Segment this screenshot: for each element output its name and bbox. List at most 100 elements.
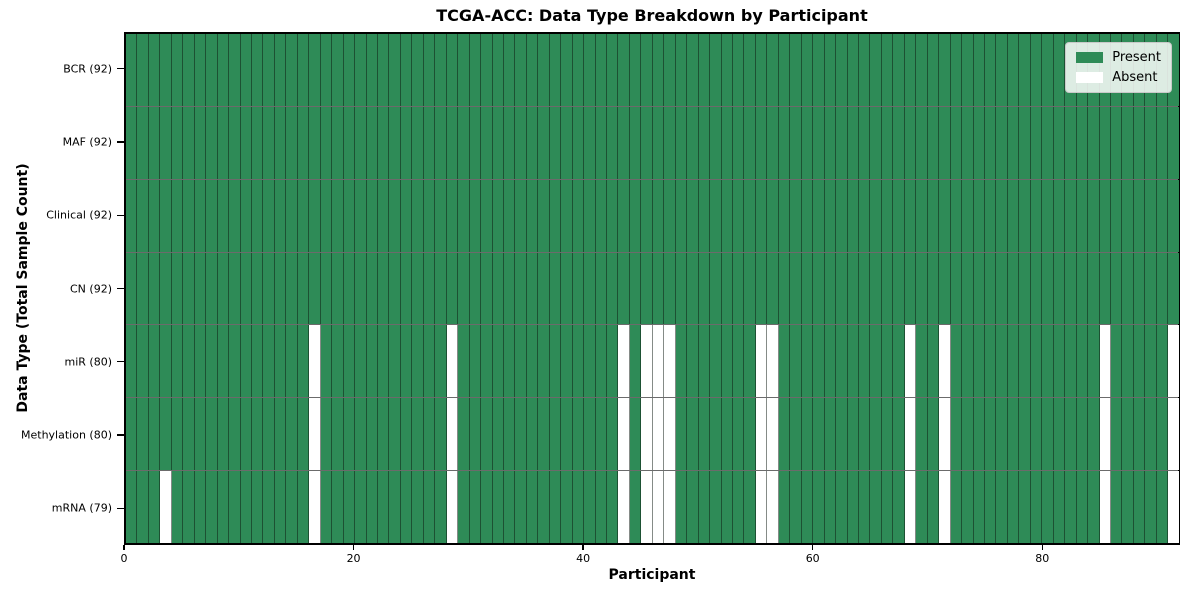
heatmap-cell <box>1156 106 1169 179</box>
heatmap-cell <box>366 398 378 471</box>
heatmap-cell <box>996 471 1008 544</box>
heatmap-cell <box>297 471 310 544</box>
heatmap-cell <box>824 471 837 544</box>
heatmap-cell <box>229 106 241 179</box>
heatmap-cell <box>194 106 207 179</box>
heatmap-cell <box>687 325 699 398</box>
heatmap-cell <box>458 471 470 544</box>
heatmap-cell <box>229 252 241 325</box>
y-tick-label: Clinical (92) <box>46 208 112 222</box>
heatmap-cell <box>251 325 264 398</box>
heatmap-cell <box>893 106 905 179</box>
heatmap-cell <box>343 106 356 179</box>
heatmap-cell <box>698 471 711 544</box>
heatmap-cell <box>755 471 768 544</box>
heatmap-cell <box>778 325 791 398</box>
heatmap-cell <box>515 398 527 471</box>
heatmap-cell <box>389 179 401 252</box>
heatmap-cell <box>607 252 619 325</box>
heatmap-cell <box>320 471 333 544</box>
heatmap-cell <box>836 179 848 252</box>
heatmap-cell <box>572 179 585 252</box>
heatmap-cell <box>710 106 722 179</box>
heatmap-cell <box>148 252 161 325</box>
heatmap-cell <box>618 252 630 325</box>
heatmap-cell <box>148 398 161 471</box>
heatmap-cell <box>881 398 894 471</box>
heatmap-cell <box>561 34 573 106</box>
heatmap-cell <box>572 34 585 106</box>
heatmap-cell <box>446 106 459 179</box>
heatmap-cell <box>1076 398 1089 471</box>
heatmap-cell <box>137 34 149 106</box>
heatmap-cell <box>996 398 1008 471</box>
heatmap-cell <box>1007 325 1020 398</box>
heatmap-cell <box>927 325 940 398</box>
heatmap-cell <box>412 106 424 179</box>
heatmap-cell <box>309 106 321 179</box>
heatmap-cell <box>733 398 745 471</box>
heatmap-cell <box>343 398 356 471</box>
heatmap-cell <box>801 252 814 325</box>
heatmap-cell <box>1168 398 1179 471</box>
heatmap-cell <box>389 252 401 325</box>
plot-area: Present Absent <box>124 32 1180 545</box>
heatmap-cell <box>446 252 459 325</box>
heatmap-cell <box>1042 325 1054 398</box>
heatmap-cell <box>412 252 424 325</box>
heatmap-cell <box>1168 471 1179 544</box>
heatmap-cell <box>538 325 550 398</box>
heatmap-cell <box>813 325 825 398</box>
heatmap-cell <box>973 252 985 325</box>
heatmap-cell <box>503 252 516 325</box>
heatmap-cell <box>939 106 951 179</box>
y-tick-label: Methylation (80) <box>21 428 112 442</box>
heatmap-cell <box>939 398 951 471</box>
heatmap-cell <box>778 34 791 106</box>
y-tick-label: CN (92) <box>70 282 112 295</box>
heatmap-cell <box>217 471 230 544</box>
x-tick-mark <box>582 545 584 550</box>
heatmap-cell <box>710 252 722 325</box>
heatmap-cell <box>916 179 928 252</box>
x-tick-label: 40 <box>576 552 591 565</box>
heatmap-cell <box>1053 106 1066 179</box>
heatmap-cell <box>962 106 974 179</box>
heatmap-cell <box>595 471 608 544</box>
legend-swatch-present-icon <box>1076 52 1104 63</box>
heatmap-cell <box>629 252 642 325</box>
heatmap-cell <box>515 179 527 252</box>
y-tick-mark <box>117 67 124 70</box>
heatmap-cell <box>595 106 608 179</box>
heatmap-cell <box>458 252 470 325</box>
heatmap-cell <box>973 398 985 471</box>
heatmap-cell <box>171 106 184 179</box>
heatmap-cell <box>572 325 585 398</box>
heatmap-cell <box>859 106 871 179</box>
heatmap-cell <box>538 106 550 179</box>
heatmap-cell <box>778 252 791 325</box>
legend-item-absent: Absent <box>1076 71 1161 84</box>
x-axis-label: Participant <box>608 567 696 583</box>
heatmap-cell <box>687 34 699 106</box>
heatmap-cell <box>183 34 195 106</box>
heatmap-cell <box>469 252 482 325</box>
heatmap-cell <box>458 325 470 398</box>
heatmap-cell <box>286 398 298 471</box>
heatmap-cell <box>1019 34 1031 106</box>
heatmap-cell <box>377 325 390 398</box>
heatmap-cell <box>744 398 756 471</box>
heatmap-cell <box>515 34 527 106</box>
heatmap-cell <box>698 325 711 398</box>
heatmap-cell <box>572 398 585 471</box>
heatmap-cell <box>217 252 230 325</box>
heatmap-cell <box>549 471 562 544</box>
heatmap-cell <box>309 325 321 398</box>
heatmap-cell <box>1019 325 1031 398</box>
heatmap-cell <box>629 106 642 179</box>
heatmap-cell <box>469 179 482 252</box>
heatmap-cell <box>847 398 859 471</box>
y-tick-mark <box>117 361 124 363</box>
heatmap-cell <box>618 325 630 398</box>
heatmap-cell <box>1019 398 1031 471</box>
